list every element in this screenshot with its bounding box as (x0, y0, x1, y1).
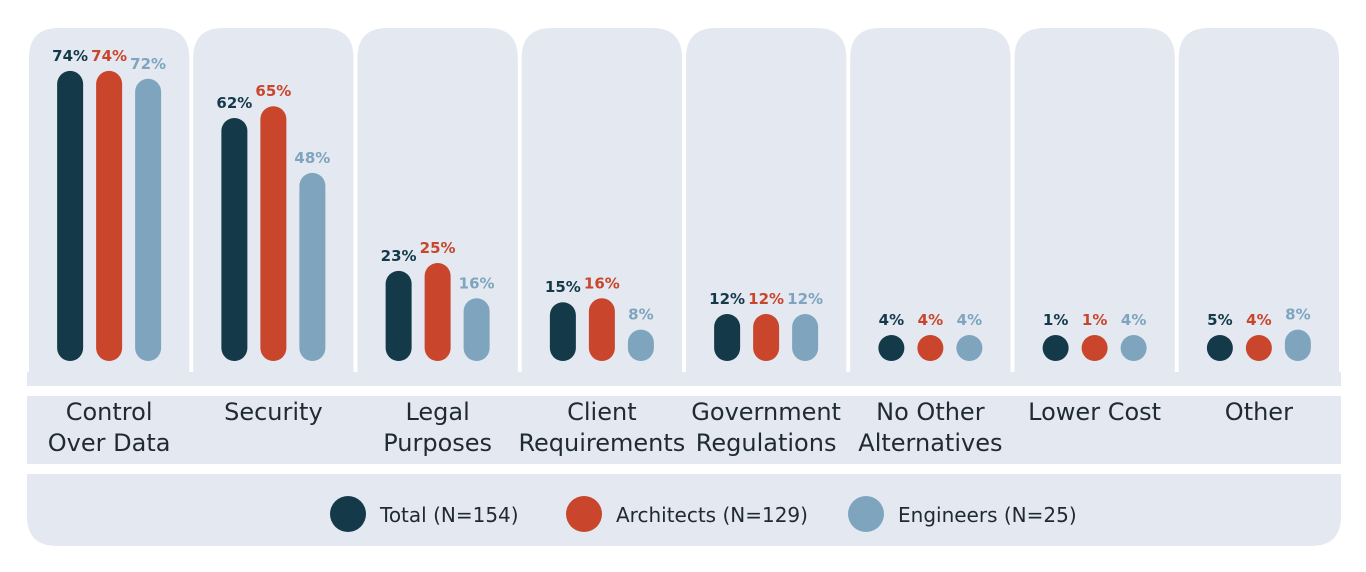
bar (1246, 335, 1272, 361)
data-label: 1% (1082, 311, 1107, 329)
legend-label: Architects (N=129) (616, 503, 808, 527)
category-label: Client (567, 398, 636, 426)
bar (221, 118, 247, 361)
bar (1121, 335, 1147, 361)
bar (57, 71, 83, 361)
data-label: 8% (1285, 306, 1310, 324)
category-label: Requirements (518, 429, 685, 457)
data-label: 4% (1246, 311, 1271, 329)
bar (299, 173, 325, 361)
data-label: 48% (294, 149, 330, 167)
bar (792, 314, 818, 361)
category-label: Regulations (696, 429, 837, 457)
bar (1285, 330, 1311, 361)
legend-swatch (848, 496, 884, 532)
panel-base (27, 372, 1341, 386)
bar (96, 71, 122, 361)
bar (135, 79, 161, 361)
bar (878, 335, 904, 361)
data-label: 16% (459, 274, 495, 292)
data-label: 12% (748, 290, 784, 308)
data-label: 72% (130, 55, 166, 73)
data-label: 65% (255, 82, 291, 100)
category-label: Over Data (48, 429, 171, 457)
data-label: 1% (1043, 311, 1068, 329)
category-label: Purposes (383, 429, 492, 457)
data-label: 8% (628, 306, 653, 324)
bar (386, 271, 412, 361)
bar (1207, 335, 1233, 361)
category-label: Control (66, 398, 153, 426)
category-label: Other (1225, 398, 1293, 426)
data-label: 23% (381, 247, 417, 265)
data-label: 62% (216, 94, 252, 112)
data-label: 16% (584, 274, 620, 292)
legend-swatch (330, 496, 366, 532)
category-label: Security (224, 398, 323, 426)
data-label: 74% (52, 47, 88, 65)
bar (714, 314, 740, 361)
data-label: 15% (545, 278, 581, 296)
bar (589, 298, 615, 361)
bar (260, 106, 286, 361)
bar (753, 314, 779, 361)
data-label: 4% (1121, 311, 1146, 329)
category-label: Legal (405, 398, 469, 426)
bar (1082, 335, 1108, 361)
data-label: 12% (709, 290, 745, 308)
chart: 74%62%23%15%12%4% 1% 5%74%65%25%16%12%4% 1%… (0, 0, 1366, 572)
legend-swatch (566, 496, 602, 532)
data-label: 4% (879, 311, 904, 329)
data-label: 4% (918, 311, 943, 329)
legend-label: Total (N=154) (379, 503, 519, 527)
bar (550, 302, 576, 361)
bar (956, 335, 982, 361)
data-label: 4% (957, 311, 982, 329)
category-label: Lower Cost (1028, 398, 1161, 426)
data-label: 25% (420, 239, 456, 257)
bar (464, 298, 490, 361)
category-label: Alternatives (858, 429, 1002, 457)
data-label: 74% (91, 47, 127, 65)
bar (1043, 335, 1069, 361)
category-label: No Other (876, 398, 985, 426)
data-label: 5% (1207, 311, 1232, 329)
category-label: Government (691, 398, 841, 426)
bar (628, 330, 654, 361)
bar (425, 263, 451, 361)
data-label: 12% (787, 290, 823, 308)
bar (917, 335, 943, 361)
legend-label: Engineers (N=25) (898, 503, 1077, 527)
